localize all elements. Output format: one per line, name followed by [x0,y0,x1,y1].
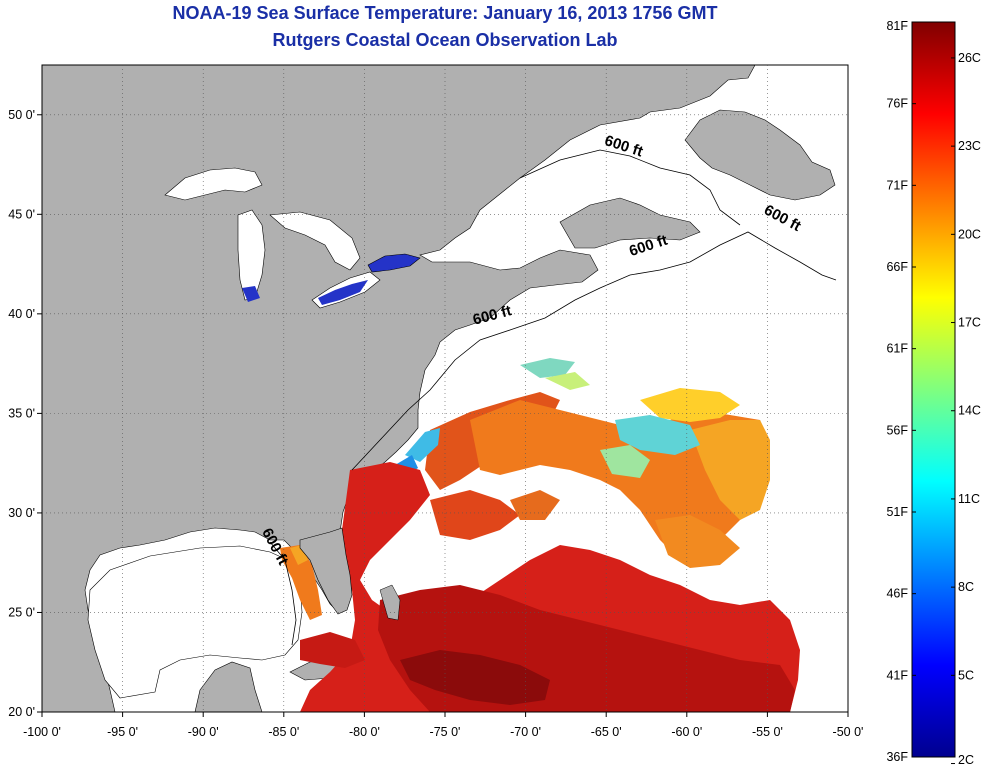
colorbar-c-label: 17C [958,316,981,330]
colorbar-f-label: 41F [886,668,908,682]
colorbar-f-label: 56F [886,423,908,437]
lat-tick-label: 50 0' [8,108,35,122]
lat-tick-label: 25 0' [8,605,35,619]
colorbar-f-label: 76F [886,97,908,111]
gulf-of-mexico [87,545,303,699]
lat-tick-label: 45 0' [8,207,35,221]
lat-tick-label: 35 0' [8,406,35,420]
lake-superior [164,167,263,201]
lon-tick-label: -95 0' [107,725,138,739]
lon-tick-label: -65 0' [591,725,622,739]
colorbar-f-label: 46F [886,587,908,601]
colorbar [911,21,956,758]
colorbar-c-label: 14C [958,404,981,418]
yucatan-land [194,661,263,712]
lon-tick-label: -100 0' [23,725,61,739]
north-america-land [42,65,756,712]
colorbar-f-label: 66F [886,260,908,274]
lon-tick-label: -85 0' [268,725,299,739]
lake-huron [269,211,361,271]
lon-tick-label: -55 0' [752,725,783,739]
lat-tick-label: 30 0' [8,506,35,520]
colorbar-c-label: 5C [958,668,974,682]
map-title: NOAA-19 Sea Surface Temperature: January… [172,3,718,23]
lake-michigan [237,209,266,301]
isobath-line [351,231,837,471]
lake-ontario [367,253,421,273]
newfoundland-land [684,109,836,201]
lon-tick-label: -90 0' [188,725,219,739]
colorbar-c-label: 2C [958,753,974,767]
colorbar-f-label: 81F [886,19,908,33]
colorbar-c-label: 23C [958,139,981,153]
lon-tick-label: -50 0' [833,725,864,739]
colorbar-c-label: 11C [958,492,980,506]
map-subtitle: Rutgers Coastal Ocean Observation Lab [272,30,618,50]
colorbar-c-label: 8C [958,580,974,594]
lon-tick-label: -60 0' [671,725,702,739]
isobath-line [519,149,741,226]
lon-tick-label: -70 0' [510,725,541,739]
lat-tick-label: 20 0' [8,705,35,719]
florida-land [299,527,353,615]
nova-scotia-land [559,197,701,249]
lon-tick-label: -75 0' [430,725,461,739]
colorbar-f-label: 61F [886,342,908,356]
colorbar-f-label: 36F [886,750,908,764]
sst-data [280,358,800,712]
bahamas-land [379,584,401,621]
lake-michigan-ice [242,286,260,302]
lake-erie-ice [318,280,368,305]
colorbar-c-label: 20C [958,227,981,241]
colorbar-c-label: 26C [958,51,981,65]
colorbar-f-label: 71F [886,178,908,192]
isobath-line [269,541,297,646]
lon-tick-label: -80 0' [349,725,380,739]
colorbar-f-label: 51F [886,505,908,519]
lat-tick-label: 40 0' [8,307,35,321]
